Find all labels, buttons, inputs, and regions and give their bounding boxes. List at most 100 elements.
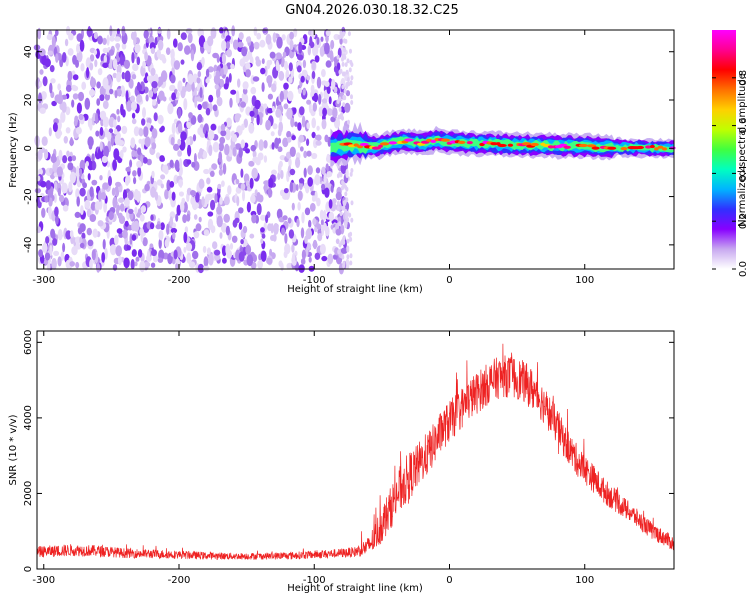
noise-speckle bbox=[51, 100, 57, 107]
noise-speckle bbox=[115, 43, 121, 49]
noise-speckle bbox=[283, 188, 289, 194]
noise-speckle bbox=[112, 264, 118, 271]
noise-speckle bbox=[62, 204, 69, 212]
noise-speckle bbox=[117, 115, 121, 123]
noise-speckle bbox=[66, 25, 71, 36]
noise-speckle bbox=[149, 222, 155, 230]
noise-speckle bbox=[261, 58, 265, 65]
noise-speckle bbox=[319, 243, 326, 255]
noise-speckle bbox=[291, 135, 296, 141]
noise-speckle bbox=[170, 136, 175, 146]
noise-speckle bbox=[221, 53, 227, 65]
signal-core bbox=[466, 141, 473, 145]
noise-speckle bbox=[125, 175, 131, 185]
noise-speckle bbox=[184, 226, 189, 234]
noise-speckle bbox=[49, 244, 53, 257]
noise-speckle bbox=[44, 195, 49, 203]
noise-speckle bbox=[230, 63, 235, 70]
noise-speckle bbox=[221, 180, 225, 187]
noise-speckle bbox=[298, 134, 305, 143]
noise-speckle bbox=[101, 155, 108, 163]
noise-speckle bbox=[186, 82, 192, 92]
noise-speckle bbox=[328, 211, 335, 222]
noise-speckle bbox=[42, 243, 48, 253]
noise-speckle bbox=[201, 196, 205, 207]
noise-speckle bbox=[254, 99, 261, 110]
noise-speckle bbox=[97, 35, 103, 45]
noise-speckle bbox=[112, 58, 118, 70]
noise-speckle bbox=[196, 61, 203, 71]
noise-speckle bbox=[188, 112, 193, 119]
noise-speckle bbox=[325, 60, 332, 68]
noise-speckle bbox=[320, 218, 324, 226]
noise-speckle bbox=[142, 60, 147, 69]
noise-speckle bbox=[136, 94, 143, 103]
x-tick-label: -200 bbox=[168, 575, 191, 586]
snr-ylabel: SNR (10 * v/v) bbox=[8, 414, 19, 485]
noise-speckle bbox=[222, 257, 227, 264]
noise-speckle bbox=[75, 261, 80, 269]
noise-speckle bbox=[184, 45, 191, 55]
x-tick-label: -300 bbox=[32, 575, 55, 586]
noise-speckle bbox=[206, 193, 213, 201]
noise-speckle bbox=[332, 254, 338, 260]
noise-speckle bbox=[79, 39, 85, 52]
noise-speckle bbox=[63, 136, 68, 144]
noise-speckle bbox=[54, 181, 58, 190]
colorbar-tick-label: 0.4 bbox=[738, 165, 749, 181]
noise-speckle bbox=[102, 77, 109, 89]
noise-speckle bbox=[117, 255, 122, 266]
noise-speckle bbox=[52, 238, 58, 246]
noise-speckle bbox=[279, 189, 285, 197]
noise-speckle bbox=[197, 70, 202, 78]
spectrogram-signal bbox=[330, 121, 676, 167]
noise-speckle bbox=[223, 213, 230, 223]
noise-speckle bbox=[59, 194, 65, 203]
noise-speckle bbox=[259, 39, 266, 48]
noise-speckle bbox=[335, 191, 342, 201]
noise-speckle bbox=[136, 160, 142, 168]
noise-speckle bbox=[188, 261, 196, 269]
noise-speckle bbox=[314, 174, 321, 186]
noise-speckle bbox=[64, 38, 69, 47]
noise-speckle bbox=[220, 123, 226, 131]
noise-speckle bbox=[69, 230, 74, 239]
noise-speckle bbox=[119, 149, 124, 159]
noise-speckle bbox=[152, 99, 157, 106]
noise-speckle bbox=[113, 148, 120, 161]
noise-speckle bbox=[299, 146, 304, 152]
noise-speckle bbox=[349, 260, 353, 266]
noise-speckle bbox=[270, 131, 275, 137]
noise-speckle bbox=[197, 114, 203, 123]
noise-speckle bbox=[41, 207, 46, 218]
noise-speckle bbox=[128, 78, 134, 89]
noise-speckle bbox=[37, 149, 43, 161]
noise-speckle bbox=[139, 260, 146, 273]
noise-speckle bbox=[80, 63, 85, 72]
signal-core bbox=[578, 143, 588, 148]
noise-speckle bbox=[333, 86, 338, 94]
x-tick-label: -100 bbox=[303, 575, 326, 586]
spectrogram-frame bbox=[36, 29, 675, 270]
noise-speckle bbox=[324, 134, 329, 143]
noise-speckle bbox=[51, 36, 56, 48]
noise-speckle bbox=[301, 249, 306, 260]
noise-speckle bbox=[77, 91, 85, 102]
noise-speckle bbox=[311, 117, 317, 129]
noise-speckle bbox=[251, 167, 258, 179]
noise-speckle bbox=[203, 168, 210, 175]
noise-speckle bbox=[232, 134, 238, 143]
noise-speckle bbox=[214, 84, 219, 90]
x-tick-label: 0 bbox=[446, 275, 452, 286]
noise-speckle bbox=[137, 147, 142, 155]
noise-speckle bbox=[238, 32, 244, 41]
noise-speckle bbox=[325, 29, 331, 37]
noise-speckle bbox=[39, 107, 46, 114]
noise-speckle bbox=[86, 227, 93, 236]
noise-speckle bbox=[327, 253, 334, 265]
noise-speckle bbox=[246, 254, 254, 267]
noise-speckle bbox=[261, 233, 266, 239]
noise-speckle bbox=[39, 180, 47, 188]
noise-speckle bbox=[187, 32, 193, 44]
noise-speckle bbox=[214, 193, 218, 204]
